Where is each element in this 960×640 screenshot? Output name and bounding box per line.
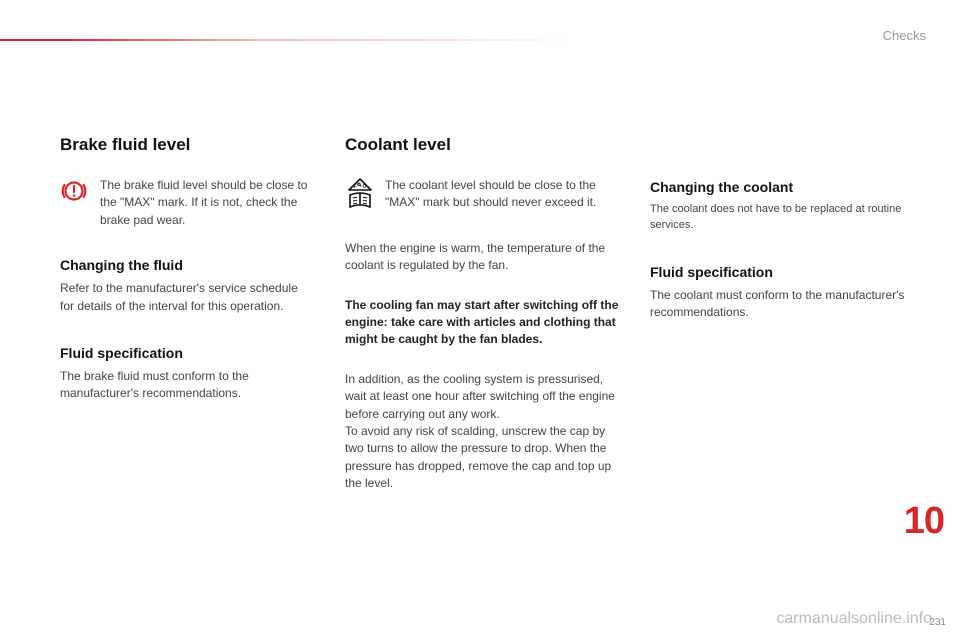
column-coolant: Coolant level F O The coolant level shou… xyxy=(345,135,620,492)
brake-fluid-intro-row: The brake fluid level should be close to… xyxy=(60,177,315,229)
changing-fluid-body: Refer to the manufacturer's service sche… xyxy=(60,280,315,315)
changing-coolant-section: Changing the coolant The coolant does no… xyxy=(650,179,925,234)
brake-warning-icon xyxy=(60,177,88,205)
chapter-number: 10 xyxy=(904,500,944,543)
brake-fluid-title: Brake fluid level xyxy=(60,135,315,155)
changing-fluid-title: Changing the fluid xyxy=(60,257,315,273)
column-coolant-extra: Changing the coolant The coolant does no… xyxy=(650,135,925,492)
svg-text:O: O xyxy=(363,184,367,190)
watermark: carmanualsonline.info xyxy=(776,610,932,628)
page-number: 231 xyxy=(929,617,946,628)
header-gradient xyxy=(0,39,640,41)
svg-text:F: F xyxy=(354,184,357,190)
changing-coolant-title: Changing the coolant xyxy=(650,179,925,195)
coolant-intro-text: The coolant level should be close to the… xyxy=(385,177,620,212)
changing-coolant-body: The coolant does not have to be replaced… xyxy=(650,202,925,234)
brake-fluid-spec-body: The brake fluid must conform to the manu… xyxy=(60,368,315,403)
changing-fluid-section: Changing the fluid Refer to the manufact… xyxy=(60,257,315,315)
manual-reference-icon: F O xyxy=(345,177,373,211)
brake-fluid-spec-section: Fluid specification The brake fluid must… xyxy=(60,345,315,403)
coolant-fan-para: When the engine is warm, the temperature… xyxy=(345,240,620,275)
brake-fluid-intro-text: The brake fluid level should be close to… xyxy=(100,177,315,229)
column-brake-fluid: Brake fluid level The brake fluid level … xyxy=(60,135,315,492)
header-section-label: Checks xyxy=(883,28,926,43)
coolant-spec-body: The coolant must conform to the manufact… xyxy=(650,287,925,322)
coolant-title: Coolant level xyxy=(345,135,620,155)
coolant-spec-title: Fluid specification xyxy=(650,264,925,280)
coolant-intro-row: F O The coolant level should be close to… xyxy=(345,177,620,212)
coolant-warning-para: The cooling fan may start after switchin… xyxy=(345,297,620,349)
page-content: Brake fluid level The brake fluid level … xyxy=(60,135,930,492)
header-bar: Checks xyxy=(0,28,960,42)
coolant-spec-section: Fluid specification The coolant must con… xyxy=(650,264,925,322)
brake-fluid-spec-title: Fluid specification xyxy=(60,345,315,361)
coolant-pressure-para: In addition, as the cooling system is pr… xyxy=(345,371,620,493)
